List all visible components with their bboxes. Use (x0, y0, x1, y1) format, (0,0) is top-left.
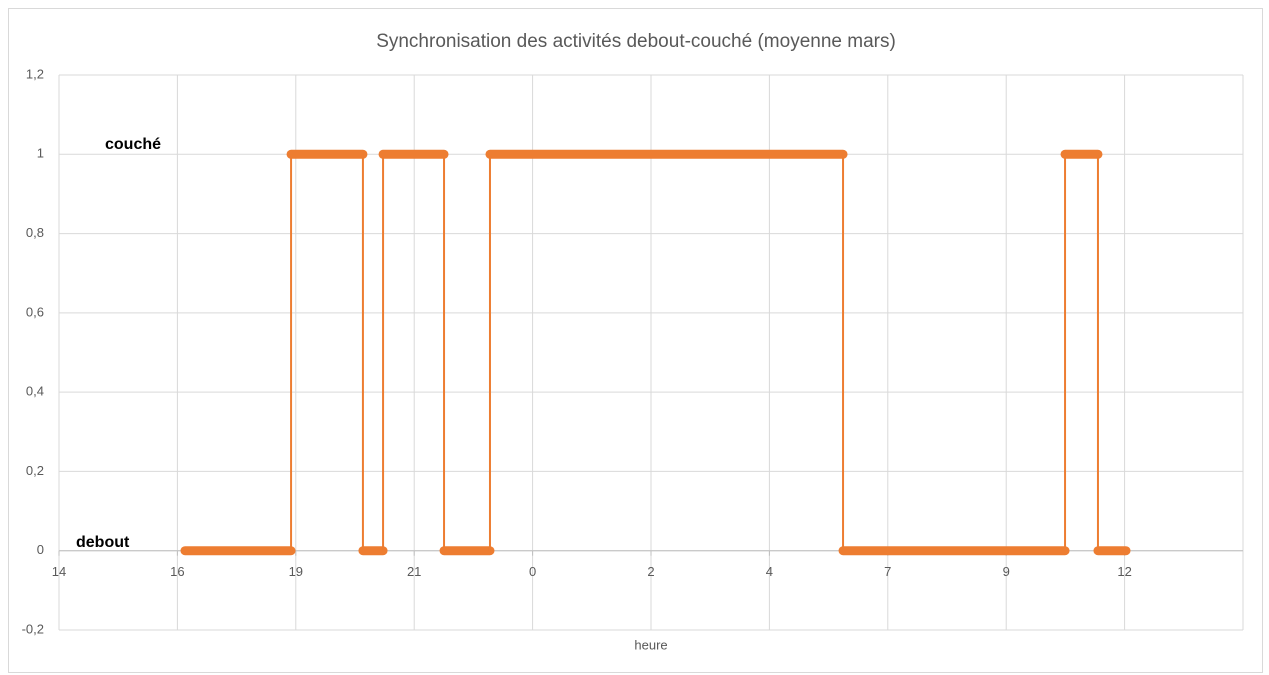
y-tick-label: 0,6 (26, 304, 44, 319)
chart-title: Synchronisation des activités debout-cou… (376, 31, 896, 52)
x-tick-label: 7 (884, 564, 891, 579)
chart-frame (8, 8, 1263, 673)
y-tick-label: 1,2 (26, 66, 44, 81)
annotation: couché (105, 136, 161, 153)
y-tick-label: 0,8 (26, 225, 44, 240)
x-tick-label: 4 (766, 564, 773, 579)
y-tick-label: 0 (37, 542, 44, 557)
y-tick-label: 0,2 (26, 463, 44, 478)
x-tick-label: 2 (647, 564, 654, 579)
y-tick-label: 0,4 (26, 384, 44, 399)
x-tick-label: 12 (1117, 564, 1131, 579)
x-tick-label: 21 (407, 564, 421, 579)
x-axis-label: heure (634, 637, 667, 652)
annotation: debout (76, 534, 130, 551)
y-tick-label: -0,2 (22, 621, 44, 636)
x-tick-label: 9 (1003, 564, 1010, 579)
x-tick-label: 14 (52, 564, 66, 579)
x-tick-label: 0 (529, 564, 536, 579)
y-tick-label: 1 (37, 146, 44, 161)
x-tick-label: 19 (289, 564, 303, 579)
x-tick-label: 16 (170, 564, 184, 579)
